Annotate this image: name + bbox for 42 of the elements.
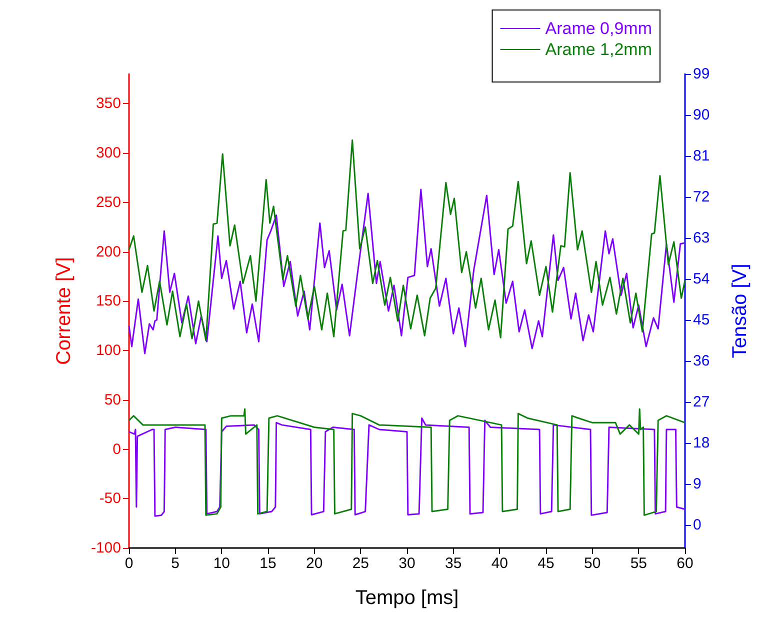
x-tick-label: 35 — [444, 555, 462, 572]
y-tick-label: 300 — [96, 144, 121, 162]
legend-label: Arame 1,2mm — [545, 40, 652, 59]
x-tick-label: 60 — [676, 555, 694, 572]
y2-tick-label: 9 — [693, 476, 702, 493]
y2-tick-label: 45 — [693, 312, 710, 329]
y2-tick-label: 18 — [693, 434, 710, 452]
x-tick-label: 50 — [584, 555, 601, 572]
x-tick-label: 45 — [538, 555, 554, 572]
line-series — [128, 188, 686, 354]
y2-tick-label: 54 — [693, 270, 710, 288]
y2-axis-title: Tensão [V] — [729, 264, 751, 358]
x-tick-label: 0 — [124, 555, 134, 572]
x-tick-label: 30 — [398, 555, 416, 572]
x-tick-label: 5 — [171, 555, 180, 572]
y2-tick-label: 63 — [693, 230, 710, 247]
x-axis-title: Tempo [ms] — [355, 587, 459, 609]
y-tick-label: 150 — [96, 292, 121, 310]
y2-tick-label: 27 — [693, 394, 710, 411]
y-tick-label: -50 — [99, 490, 121, 508]
y-tick-label: 0 — [112, 440, 121, 458]
y-tick-label: 250 — [96, 194, 121, 211]
x-tick-label: 25 — [352, 555, 370, 572]
y2-tick-label: 90 — [693, 106, 710, 124]
x-tick-label: 40 — [491, 555, 508, 572]
x-tick-label: 15 — [260, 555, 276, 572]
x-tick-label: 55 — [630, 555, 648, 572]
legend-label: Arame 0,9mm — [545, 19, 652, 38]
y2-tick-label: 99 — [693, 66, 710, 82]
y-tick-label: 100 — [96, 342, 121, 359]
y-axis-title: Corrente [V] — [53, 257, 75, 365]
y2-tick-label: 36 — [693, 352, 710, 370]
y-tick-label: 50 — [104, 391, 121, 408]
y2-tick-label: 0 — [693, 516, 702, 534]
x-tick-label: 20 — [306, 555, 323, 572]
y-tick-label: 200 — [96, 243, 121, 260]
y2-tick-label: 72 — [693, 188, 710, 206]
x-tick-label: 10 — [213, 555, 230, 572]
y-tick-label: 350 — [96, 95, 121, 112]
y2-tick-label: 81 — [693, 148, 710, 165]
y-tick-label: -100 — [90, 540, 121, 556]
line-series — [128, 139, 686, 342]
